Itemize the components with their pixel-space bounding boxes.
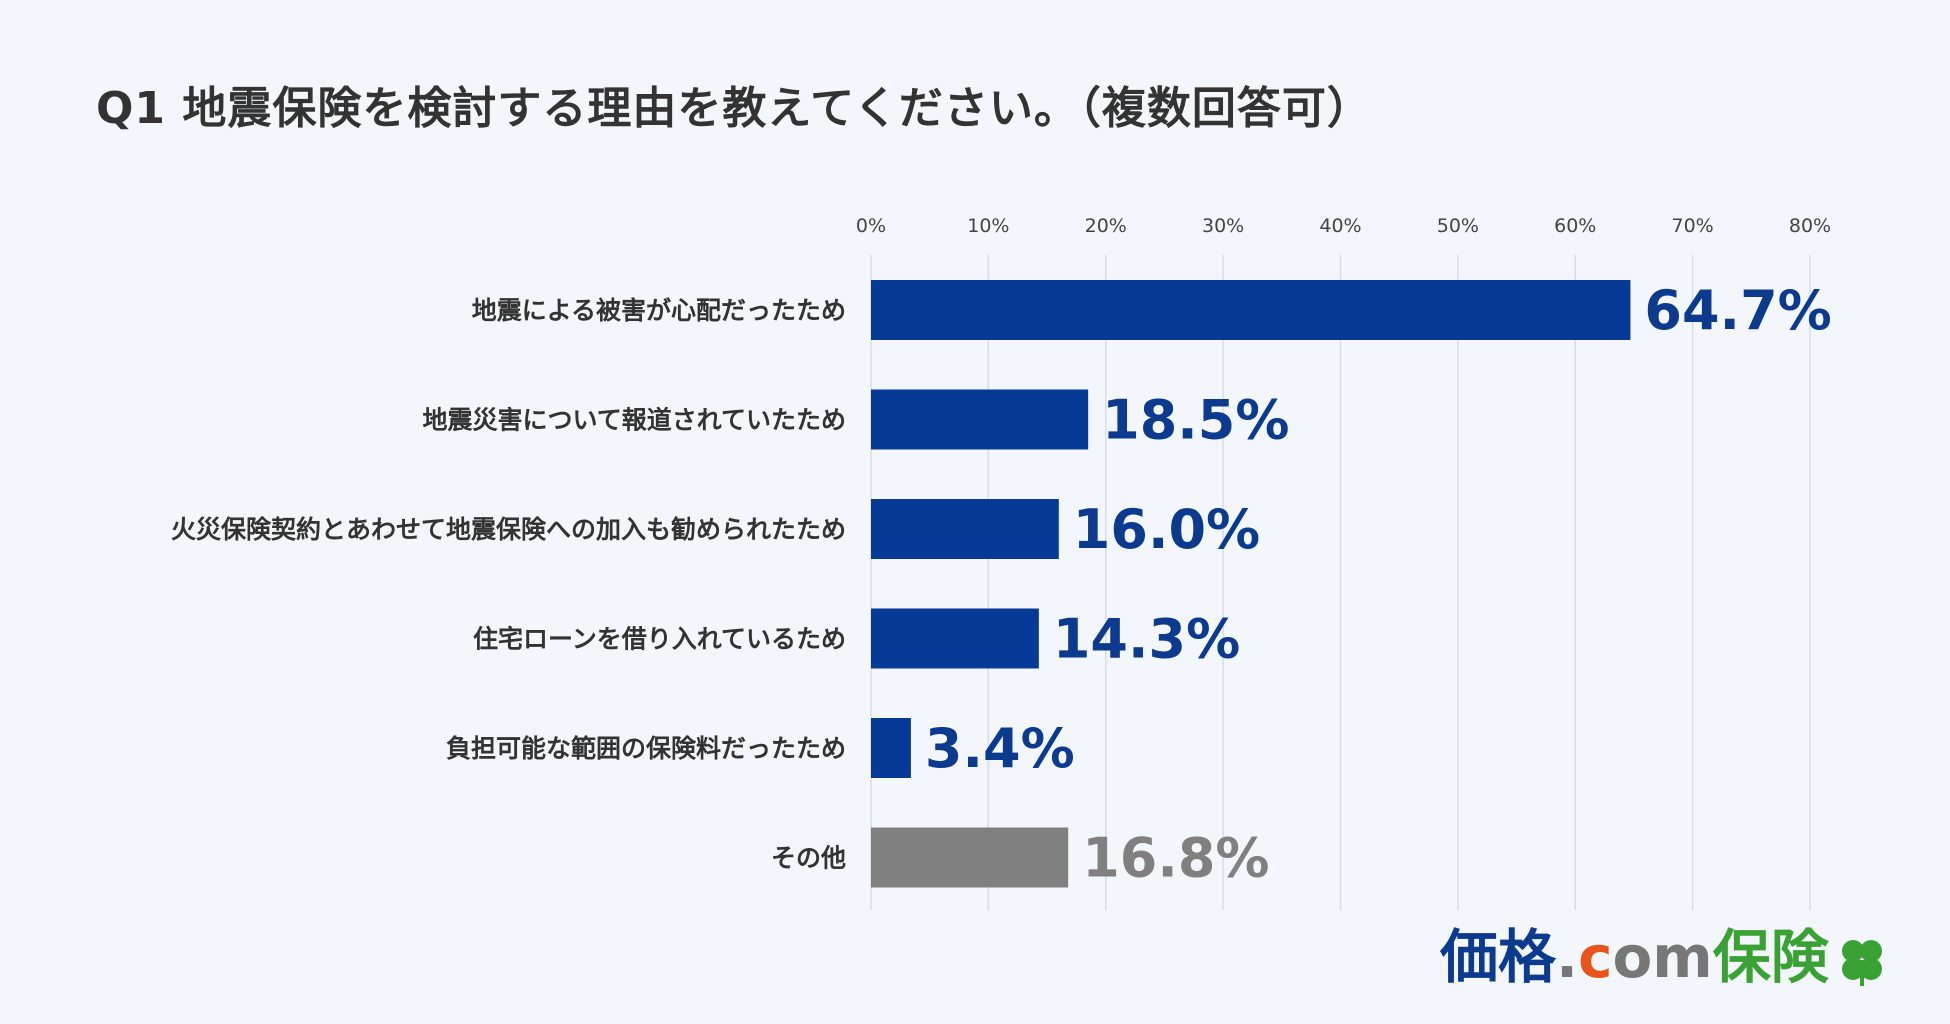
bar <box>871 827 1069 888</box>
logo-hoken: 保険 <box>1712 923 1829 991</box>
chart-title: Q1 地震保険を検討する理由を教えてください。（複数回答可） <box>96 83 1372 134</box>
value-label: 14.3% <box>1053 608 1240 671</box>
x-tick-label: 80% <box>1789 215 1831 237</box>
bar <box>871 389 1089 450</box>
category-label: 負担可能な範囲の保険料だったため <box>446 734 846 763</box>
value-label: 16.0% <box>1073 498 1260 561</box>
category-label: 住宅ローンを借り入れているため <box>473 625 846 654</box>
category-label: 火災保険契約とあわせて地震保険への加入も勧められたため <box>171 515 846 544</box>
value-label: 16.8% <box>1082 827 1269 890</box>
bar <box>871 608 1039 669</box>
x-tick-label: 40% <box>1319 215 1361 237</box>
kakaku-com-hoken-logo: 価格.com保険 <box>1440 910 1889 994</box>
logo-kakaku: 価格 <box>1440 923 1557 991</box>
value-label: 18.5% <box>1102 389 1289 452</box>
value-label: 64.7% <box>1644 279 1831 342</box>
value-label: 3.4% <box>925 717 1075 780</box>
category-label: 地震による被害が心配だったため <box>472 296 846 325</box>
bar <box>871 499 1059 559</box>
category-label: 地震災害について報道されていたため <box>422 406 846 435</box>
bar <box>871 718 911 778</box>
x-tick-label: 50% <box>1437 215 1479 237</box>
logo-om: om <box>1612 923 1713 991</box>
clover-icon <box>1841 939 1882 986</box>
x-tick-label: 20% <box>1085 215 1127 237</box>
logo-dot: . <box>1556 923 1579 991</box>
x-tick-label: 60% <box>1554 215 1596 237</box>
logo-c: c <box>1578 923 1613 991</box>
x-tick-label: 0% <box>856 215 886 237</box>
category-label: その他 <box>771 844 846 873</box>
bar <box>871 280 1631 340</box>
x-tick-label: 70% <box>1672 215 1714 237</box>
x-tick-label: 30% <box>1202 215 1244 237</box>
x-tick-label: 10% <box>967 215 1009 237</box>
